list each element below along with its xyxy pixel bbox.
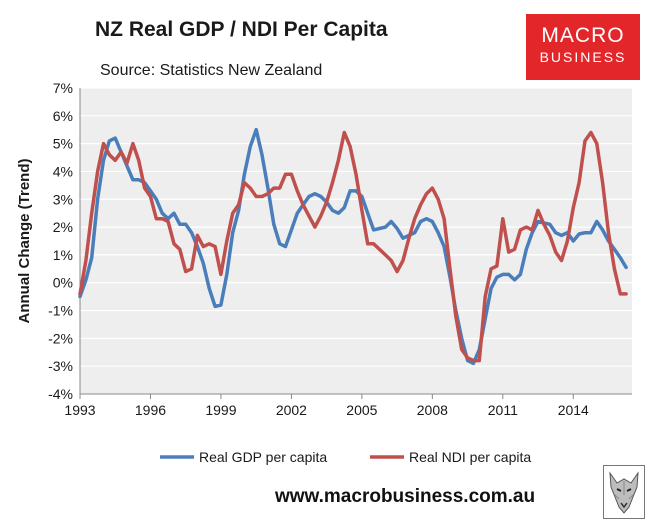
y-tick-label: 1%	[53, 247, 73, 263]
legend: Real GDP per capita Real NDI per capita	[160, 449, 531, 465]
series-lines	[78, 127, 628, 366]
x-tick-label: 2014	[558, 402, 589, 418]
x-axis-ticks: 1993 1996 1999 2002 2005 2008 2011 2014	[64, 394, 589, 418]
y-tick-label: 4%	[53, 163, 73, 179]
y-tick-label: 0%	[53, 275, 73, 291]
y-tick-label: 2%	[53, 219, 73, 235]
x-tick-label: 2008	[417, 402, 448, 418]
x-tick-label: 2005	[346, 402, 377, 418]
logo-line-business: BUSINESS	[539, 49, 627, 65]
y-tick-label: -4%	[48, 386, 73, 402]
y-tick-label: -1%	[48, 303, 73, 319]
series-line-ndi	[78, 130, 628, 363]
y-tick-label: 3%	[53, 191, 73, 207]
y-tick-label: -3%	[48, 358, 73, 374]
x-tick-label: 1999	[205, 402, 236, 418]
y-tick-label: 6%	[53, 108, 73, 124]
legend-label: Real GDP per capita	[199, 449, 327, 465]
legend-label: Real NDI per capita	[409, 449, 531, 465]
y-axis-ticks: -4% -3% -2% -1% 0% 1% 2% 3% 4% 5% 6% 7%	[48, 80, 73, 402]
chart-source: Source: Statistics New Zealand	[100, 62, 323, 79]
y-tick-label: 5%	[53, 136, 73, 152]
grid-lines	[79, 87, 632, 395]
series-line-gdp	[78, 127, 628, 366]
macrobusiness-logo: MACRO BUSINESS	[526, 14, 640, 80]
x-tick-label: 2011	[488, 402, 518, 418]
chart-title: NZ Real GDP / NDI Per Capita	[95, 18, 388, 41]
wolf-logo-icon	[603, 465, 645, 519]
x-tick-label: 1996	[135, 402, 166, 418]
plot-area	[80, 88, 632, 394]
y-tick-label: 7%	[53, 80, 73, 96]
website-url: www.macrobusiness.com.au	[275, 486, 536, 507]
x-tick-label: 2002	[276, 402, 307, 418]
x-tick-label: 1993	[64, 402, 95, 418]
logo-line-macro: MACRO	[541, 24, 625, 47]
y-axis-label: Annual Change (Trend)	[16, 158, 33, 323]
y-tick-label: -2%	[48, 330, 73, 346]
